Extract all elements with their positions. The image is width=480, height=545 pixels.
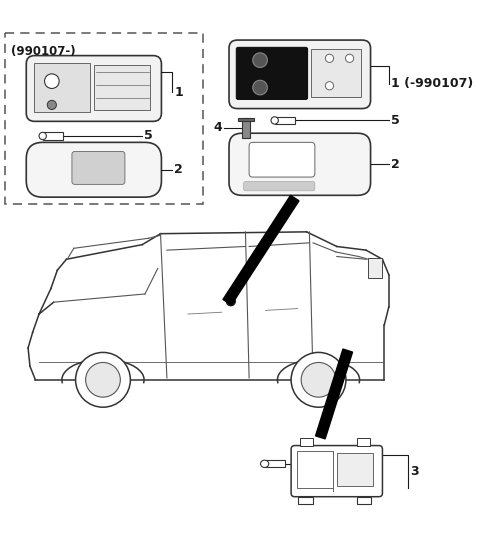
FancyArrow shape [223,195,299,305]
FancyBboxPatch shape [236,47,308,99]
FancyBboxPatch shape [72,152,125,184]
Text: (990107-): (990107-) [11,45,75,58]
FancyBboxPatch shape [244,181,315,191]
Circle shape [226,296,235,306]
Text: 3: 3 [410,465,419,477]
FancyBboxPatch shape [26,142,161,197]
FancyBboxPatch shape [229,40,371,108]
Ellipse shape [47,100,57,110]
Bar [357,496,372,504]
FancyBboxPatch shape [229,133,371,195]
Ellipse shape [253,53,267,68]
Text: 2: 2 [391,158,399,171]
FancyBboxPatch shape [249,142,315,177]
Ellipse shape [253,80,267,95]
Text: 4: 4 [213,121,222,134]
Ellipse shape [39,132,47,140]
Bar [311,49,360,96]
Bar [368,258,383,278]
Ellipse shape [346,54,354,63]
Bar [337,453,373,486]
Bar [275,117,295,124]
Bar [357,438,370,446]
FancyBboxPatch shape [26,56,161,122]
FancyBboxPatch shape [291,446,383,496]
Circle shape [291,353,346,407]
Text: 1: 1 [174,86,183,99]
Bar [43,132,63,140]
Text: 2: 2 [174,164,183,176]
Bar [264,460,285,468]
Bar [299,496,313,504]
Bar [238,118,253,122]
Text: 5: 5 [144,130,153,142]
Circle shape [301,362,336,397]
Circle shape [85,362,120,397]
Ellipse shape [325,54,334,63]
Bar [5,33,203,204]
Bar [297,451,333,488]
Ellipse shape [271,117,278,124]
Bar [242,118,250,138]
Text: 1 (-990107): 1 (-990107) [391,77,473,90]
Bar [300,438,313,446]
Text: 6: 6 [299,457,307,470]
Bar [34,63,90,112]
Text: 5: 5 [391,114,399,127]
Bar [94,65,150,111]
Ellipse shape [45,74,59,88]
Circle shape [75,353,131,407]
Ellipse shape [325,82,334,90]
FancyArrow shape [315,349,352,439]
Ellipse shape [261,460,269,468]
